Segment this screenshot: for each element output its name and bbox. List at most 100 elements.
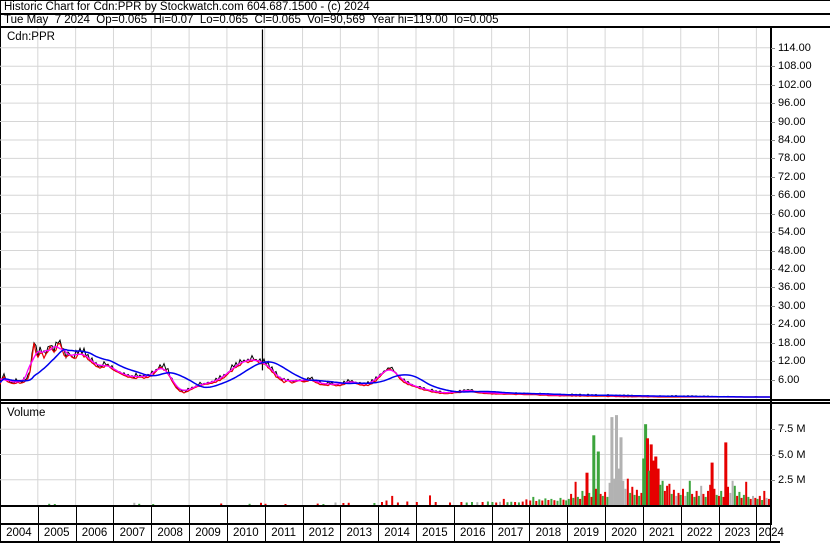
year-label-separator [38,525,39,541]
volume-bar [608,482,611,505]
price-tick-mark [771,379,775,381]
volume-bar [429,495,431,505]
year-label: 2006 [81,527,108,539]
year-label-separator [567,525,568,541]
volume-bar [720,490,723,505]
year-label: 2009 [195,527,221,539]
volume-baseline [0,505,772,507]
volume-bar [570,493,573,505]
volume-bar [684,495,687,505]
year-boundary-tick [756,507,757,523]
volume-bar [722,496,725,505]
price-tick-mark [771,195,775,197]
volume-bar [322,504,325,505]
header-divider-1 [0,13,830,15]
year-boundary-tick [529,507,530,523]
year-label-separator [151,525,152,541]
year-tick-strip [0,507,772,523]
volume-bar [260,502,262,505]
volume-bar [529,500,532,505]
volume-bar [646,438,649,505]
year-label: 2015 [422,527,448,539]
volume-bar [631,486,634,505]
volume-bar [624,488,627,505]
price-tick-mark [771,176,775,178]
volume-bar [465,502,468,505]
volume-bar [538,499,541,505]
volume-bar [434,502,437,505]
volume-bar [264,503,267,505]
volume-bar [476,502,479,505]
year-boundary-tick [189,507,190,523]
volume-bar [606,496,609,505]
volume-tick-mark [771,454,775,456]
volume-bar [663,490,666,505]
volume-bar [652,460,655,505]
year-boundary-tick [416,507,417,523]
price-tick-mark [771,84,775,86]
volume-bar [460,502,463,505]
year-label: 2012 [308,527,335,539]
year-label-separator [492,525,493,541]
volume-bar [733,485,736,505]
year-row-bottom-border [0,541,780,543]
volume-bar [688,480,691,505]
volume-bar [506,502,509,505]
volume-bar [572,497,575,505]
volume-bar [449,502,451,505]
year-label-separator [770,525,771,541]
volume-bar [670,493,673,505]
volume-bar [567,498,570,505]
year-label: 2018 [535,527,562,539]
year-boundary-tick [567,507,568,523]
year-label-separator [756,525,757,541]
volume-bar [471,502,473,505]
volume-bar [576,496,579,505]
symbol-label: Cdn:PPR [7,31,55,43]
volume-bar [738,491,741,505]
price-tick-label: 30.00 [778,299,806,312]
volume-bar [248,503,251,505]
volume-bar [588,492,591,505]
volume-bar [682,488,684,505]
price-tick-label: 12.00 [778,355,806,368]
volume-bar [559,497,562,505]
volume-bar [729,492,732,505]
volume-bar [731,480,734,505]
price-tick-mark [771,324,775,326]
volume-bar [626,478,629,505]
volume-bar [381,502,383,505]
year-label-separator [227,525,228,541]
volume-bar [581,490,584,505]
price-tick-label: 102.00 [778,78,812,91]
volume-bar [747,496,750,505]
volume-bar [740,497,743,505]
volume-bar [686,491,689,505]
volume-bar [666,485,669,505]
year-boundary-tick [113,507,114,523]
volume-bar [615,415,618,505]
volume-bar [752,495,754,505]
volume-bar [53,504,56,505]
year-label: 2017 [497,527,524,539]
volume-bar [510,501,513,505]
year-label-separator [265,525,266,541]
volume-bar [695,490,698,505]
header-divider-2 [0,26,830,28]
volume-bar [502,498,505,505]
year-axis: 2004 2005 2006 2007 2008 2009 2010 2011 2012 2013… [0,525,830,541]
volume-bar [535,501,538,505]
volume-bar [138,503,141,505]
volume-bar [525,499,528,505]
volume-bar [481,502,484,505]
volume-bar [649,444,653,505]
volume-bar [599,493,602,505]
year-boundary-tick [340,507,341,523]
volume-bar [700,485,703,505]
volume-bar [672,489,675,505]
volume-bar [152,504,155,505]
price-tick-label: 24.00 [778,318,806,331]
volume-bar [373,503,376,505]
year-boundary-tick [719,507,720,523]
price-tick-label: 108.00 [778,60,812,73]
